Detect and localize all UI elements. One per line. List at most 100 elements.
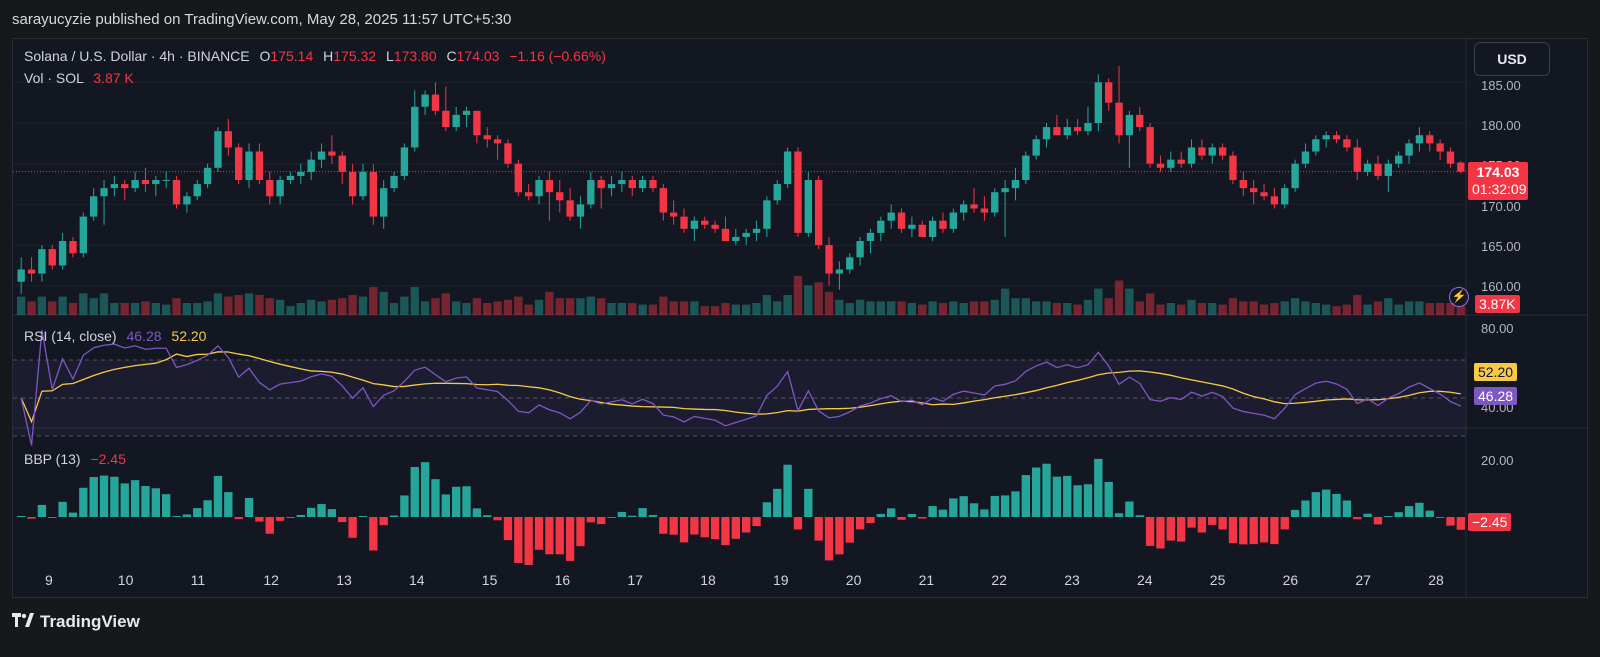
volume-bar	[887, 301, 896, 315]
publisher-line: sarayucyzie published on TradingView.com…	[12, 11, 512, 28]
volume-label[interactable]: Vol · SOL	[24, 70, 84, 86]
candle-body	[1042, 127, 1051, 140]
bbp-bar	[866, 517, 875, 524]
candle-body	[1208, 147, 1216, 156]
candle-body	[1218, 147, 1227, 156]
volume-bar	[193, 303, 202, 315]
volume-bar	[1177, 304, 1186, 315]
volume-bar	[1239, 301, 1248, 315]
bbp-legend: BBP (13) −2.45	[24, 451, 126, 467]
candle-body	[659, 188, 667, 213]
candle-body	[27, 269, 36, 274]
candle-body	[1281, 188, 1289, 205]
bbp-bar	[545, 517, 554, 555]
candle-body	[670, 212, 678, 217]
candle-body	[317, 151, 326, 160]
volume-bar	[524, 304, 533, 315]
lightning-icon[interactable]: ⚡	[1449, 287, 1469, 307]
candle-body	[328, 151, 336, 156]
bbp-bar	[27, 517, 36, 519]
candle-body	[1291, 163, 1299, 189]
volume-bar	[907, 303, 917, 315]
candle-body	[1239, 180, 1247, 189]
candle-body	[949, 212, 957, 229]
candle-body	[493, 139, 502, 144]
candle-body	[1457, 162, 1465, 172]
bbp-bar	[68, 512, 78, 517]
bbp-bar	[151, 488, 160, 517]
bbp-bar	[234, 517, 243, 520]
volume-bar	[514, 296, 523, 315]
candle-body	[1270, 196, 1279, 205]
volume-bar	[938, 303, 948, 315]
candle-body	[348, 171, 357, 197]
bbp-bar	[307, 507, 316, 517]
footer-brand[interactable]: TradingView	[12, 612, 140, 632]
candle-body	[525, 192, 533, 197]
bbp-bar	[1094, 458, 1103, 517]
candle-body	[90, 196, 98, 217]
candle-body	[556, 192, 564, 201]
bbp-bar	[1249, 517, 1258, 545]
volume-bar	[244, 293, 254, 315]
candle-body	[597, 180, 605, 189]
volume-bar	[679, 301, 689, 315]
volume-bar	[617, 303, 627, 315]
bbp-bar	[1332, 493, 1341, 517]
volume-bar	[565, 298, 575, 315]
candle-body	[1115, 102, 1123, 136]
candle-body	[1405, 143, 1413, 156]
volume-bar	[607, 303, 616, 315]
bbp-bar	[48, 517, 57, 518]
bbp-bar	[400, 495, 409, 517]
volume-bar	[1135, 301, 1144, 315]
symbol-title[interactable]: Solana / U.S. Dollar · 4h · BINANCE	[24, 48, 250, 64]
volume-bar	[1435, 303, 1445, 315]
bbp-bar	[597, 517, 606, 525]
bbp-bar	[441, 494, 450, 517]
price-axis-label: 170.00	[1481, 199, 1521, 214]
volume-bar	[1063, 303, 1072, 315]
candle-body	[390, 175, 398, 189]
volume-bar	[141, 301, 150, 315]
volume-bar	[151, 303, 160, 315]
time-axis-label: 21	[918, 572, 935, 588]
candle-body	[877, 220, 885, 233]
volume-bar	[1104, 298, 1113, 315]
volume-bar	[793, 275, 803, 315]
bbp-bar	[980, 509, 989, 517]
volume-bar	[483, 303, 492, 315]
rsi-line	[20, 330, 1462, 446]
rsi-label[interactable]: RSI (14, close)	[24, 328, 117, 344]
bbp-bar	[193, 508, 202, 517]
candle-body	[846, 257, 854, 270]
time-axis-label: 22	[991, 572, 1007, 588]
volume-bar	[317, 301, 326, 315]
volume-bar	[804, 285, 813, 315]
bbp-label[interactable]: BBP (13)	[24, 451, 81, 467]
volume-bar	[555, 298, 564, 315]
candle-body	[887, 212, 895, 221]
candle-body	[1250, 188, 1258, 193]
candle-body	[1363, 163, 1372, 172]
volume-bar	[1218, 304, 1227, 315]
volume-bar	[1446, 303, 1455, 315]
volume-bar	[1373, 301, 1383, 315]
bbp-bar	[1301, 500, 1310, 517]
bbp-bar	[224, 492, 233, 517]
volume-bar	[1011, 298, 1020, 315]
volume-bar	[1384, 298, 1393, 315]
candle-body	[1374, 163, 1382, 176]
candle-body	[587, 180, 595, 205]
candle-body	[628, 180, 636, 189]
candle-body	[69, 241, 77, 254]
volume-bar	[172, 298, 181, 315]
currency-button[interactable]: USD	[1474, 42, 1550, 76]
volume-value: 3.87 K	[93, 70, 134, 86]
candle-body	[17, 269, 25, 282]
candle-body	[193, 184, 201, 197]
candle-body	[980, 208, 989, 213]
candle-body	[1446, 151, 1455, 164]
candle-body	[1105, 82, 1113, 103]
